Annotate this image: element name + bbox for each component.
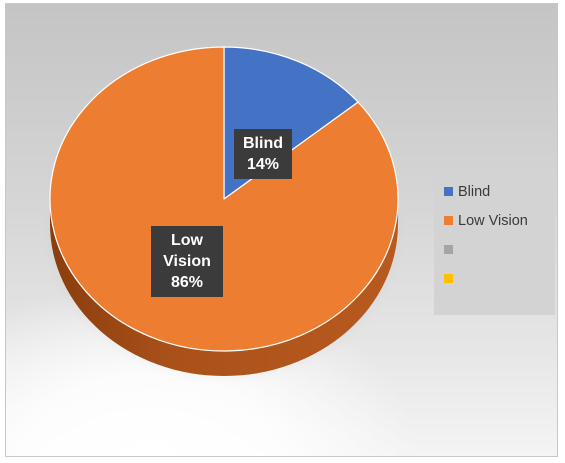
- pie-slice-low-vision: [49, 46, 399, 352]
- legend-item-blind: Blind: [444, 177, 555, 206]
- legend-item-low-vision: Low Vision: [444, 206, 555, 235]
- chart-frame: Blind 14% Low Vision 86% Blind Low Visio…: [5, 3, 558, 457]
- legend-swatch-series-3: [444, 245, 453, 254]
- pie-chart: [42, 46, 406, 386]
- data-label-blind: Blind 14%: [234, 129, 292, 179]
- pie-side-wall: [50, 199, 398, 376]
- data-label-low-vision: Low Vision 86%: [151, 226, 223, 297]
- legend-swatch-low-vision: [444, 216, 453, 225]
- legend-swatch-blind: [444, 187, 453, 196]
- legend-swatch-series-4: [444, 274, 453, 283]
- legend-item-series-4: [444, 264, 555, 293]
- legend-item-series-3: [444, 235, 555, 264]
- chart-legend: Blind Low Vision: [434, 167, 555, 315]
- legend-label-low-vision: Low Vision: [458, 212, 528, 229]
- legend-label-blind: Blind: [458, 183, 491, 200]
